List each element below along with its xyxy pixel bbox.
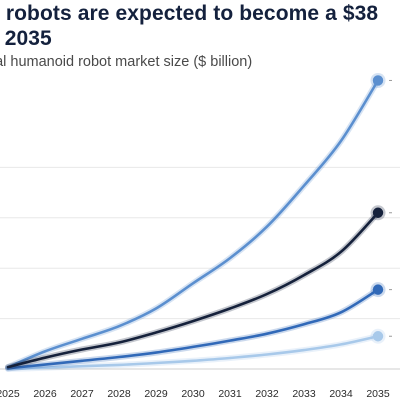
series-end-markers [370,72,392,344]
series-1-line [6,79,380,369]
gridlines [0,166,400,370]
chart-title-line-1: d robots are expected to become a $38 [0,2,379,25]
x-tick-label-2031: 2031 [218,388,242,400]
x-tick-label-2028: 2028 [107,388,131,400]
x-axis-ticks: 2025 2026 2027 2028 2029 2030 2031 2032 2033 2034… [0,388,390,400]
series-4-line [6,334,380,371]
x-tick-label-2032: 2032 [255,388,279,400]
x-tick-label-2025: 2025 [0,388,20,400]
x-tick-label-2035: 2035 [366,388,390,400]
chart-title-line-2: y 2035 [0,27,52,50]
series-1-end-marker [372,75,384,86]
chart-subtitle: bal humanoid robot market size ($ billio… [0,54,253,70]
series-3-halo [5,286,381,372]
series-lines [5,77,381,372]
series-2-line [6,211,380,369]
x-tick-label-2026: 2026 [33,388,57,400]
x-tick-label-2034: 2034 [329,388,353,400]
series-4-end-marker [372,331,384,342]
x-tick-label-2030: 2030 [181,388,205,400]
x-tick-label-2027: 2027 [70,388,94,400]
x-tick-label-2033: 2033 [292,388,316,400]
x-tick-label-2029: 2029 [144,388,168,400]
series-2-end-marker [372,207,384,218]
series-3-end-marker [372,284,384,295]
series-3-line [6,288,380,370]
